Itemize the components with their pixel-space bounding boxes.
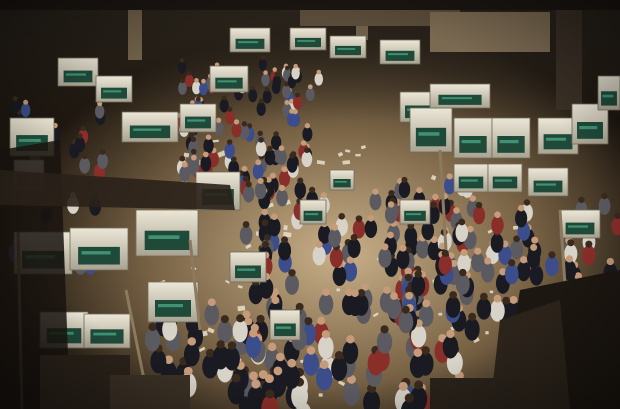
vignette-overlay [0,0,620,409]
trading-floor-photo [0,0,620,409]
